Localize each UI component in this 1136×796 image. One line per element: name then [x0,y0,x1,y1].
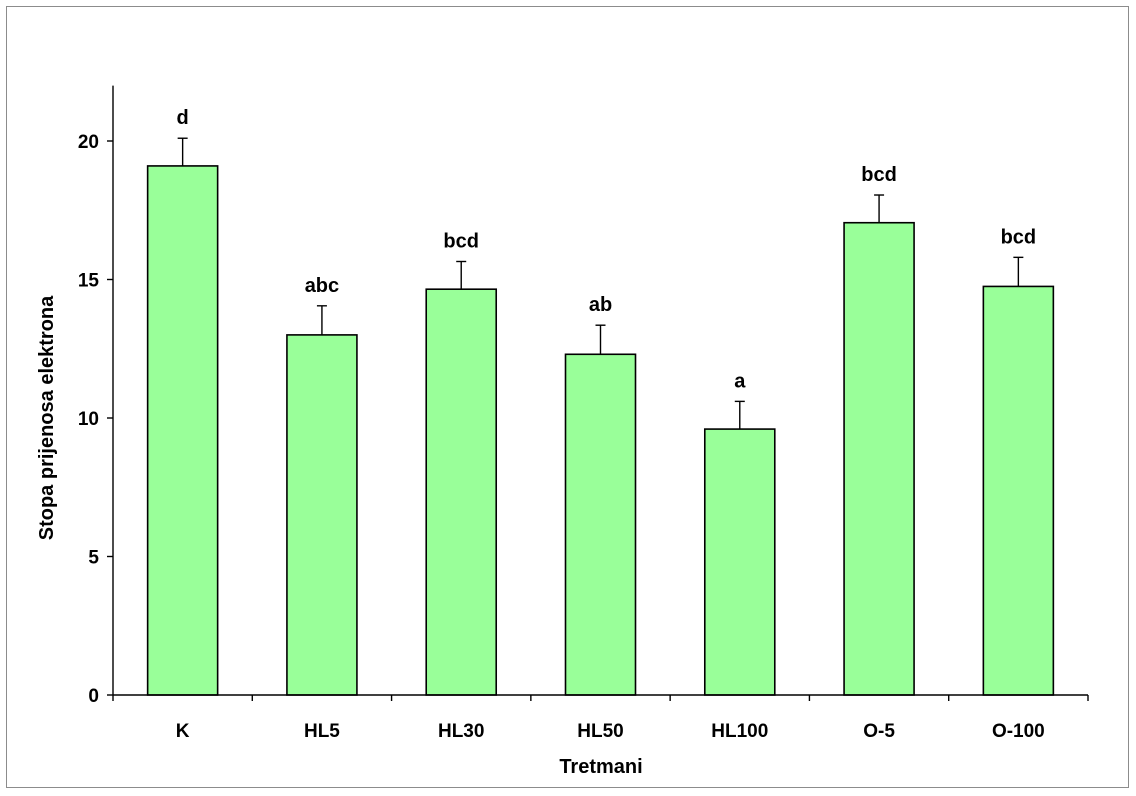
significance-label-HL5: abc [305,275,339,297]
x-tick-label-HL100: HL100 [711,721,768,742]
significance-label-O-100: bcd [1001,226,1037,248]
y-tick-label-0: 0 [88,686,99,707]
x-tick-label-O-100: O-100 [992,721,1045,742]
bar-HL50 [564,353,637,696]
y-tick-label-20: 20 [78,132,99,153]
y-tick-label-5: 5 [88,548,99,569]
x-tick-label-HL50: HL50 [577,721,623,742]
y-tick-label-15: 15 [78,271,100,292]
significance-label-HL30: bcd [443,230,479,252]
bar-HL30 [425,288,498,696]
significance-label-HL100: a [734,370,746,392]
y-tick-label-10: 10 [78,409,99,430]
significance-label-K: d [177,107,189,129]
bar-K [146,165,219,696]
x-tick-label-HL30: HL30 [438,721,484,742]
bar-O-100 [982,285,1055,696]
bar-O-5 [843,221,915,696]
y-axis-title: Stopa prijenosa elektrona [36,295,58,540]
bar-HL100 [703,428,776,696]
x-tick-label-HL5: HL5 [304,721,340,742]
x-axis-title: Tretmani [559,756,642,778]
axes-layer: K HL5 HL30 HL50 HL100 O-5 O-100 0 5 10 15 20 [78,85,1089,742]
significance-label-HL50: ab [589,294,612,316]
bar-HL5 [286,334,358,696]
significance-label-O-5: bcd [861,164,897,186]
bars-layer: d abc bcd ab a bcd bcd [146,107,1055,696]
x-tick-label-K: K [176,721,190,742]
x-tick-label-O-5: O-5 [863,721,895,742]
